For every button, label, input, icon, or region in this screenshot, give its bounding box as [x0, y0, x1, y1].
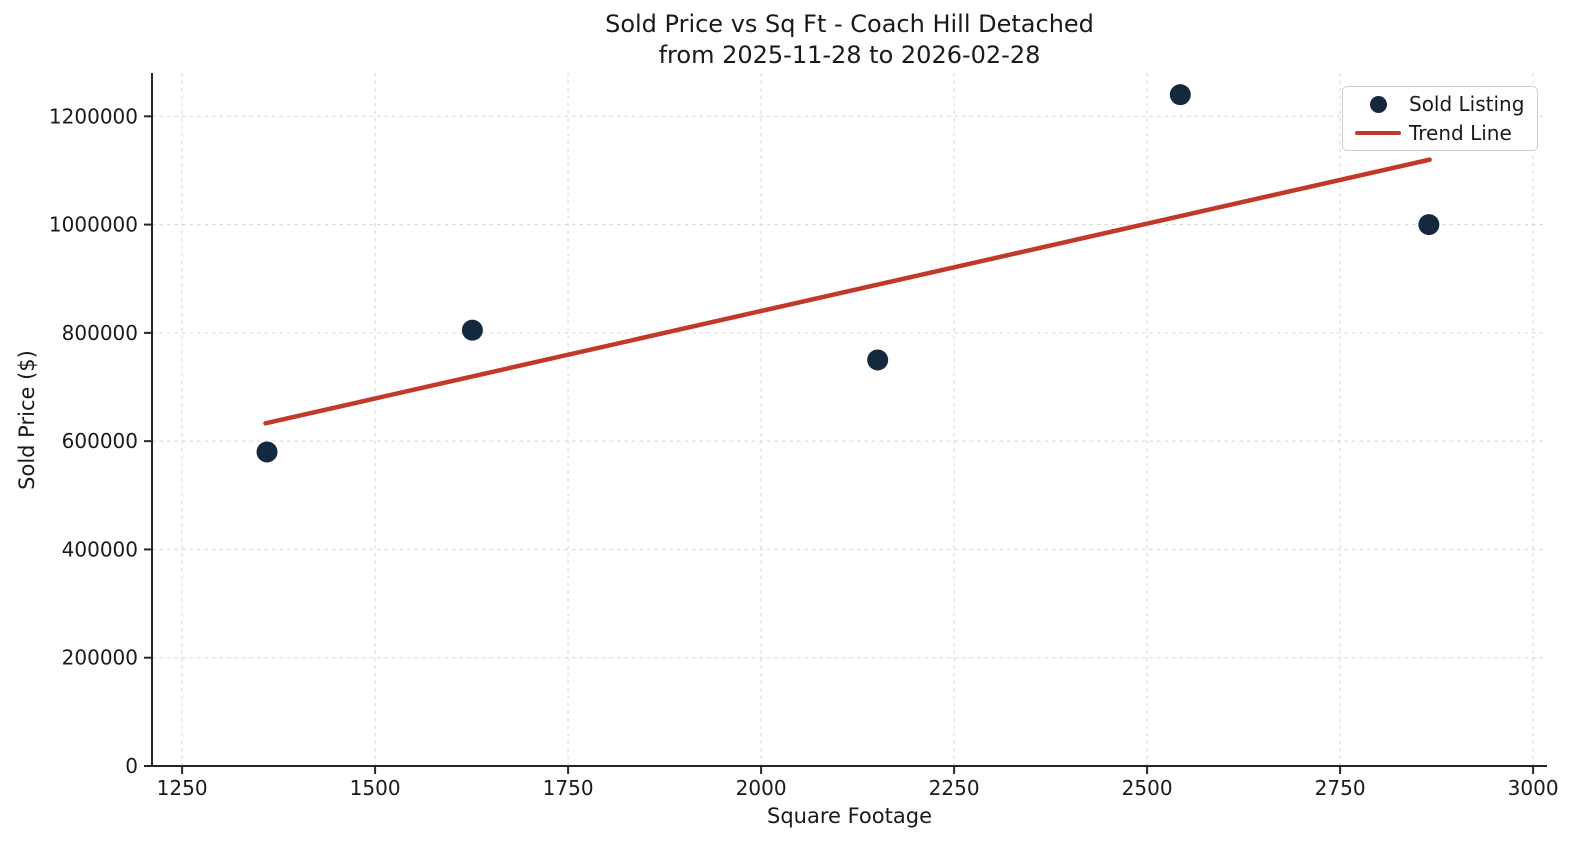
legend-item-sold-listing: Sold Listing: [1355, 92, 1527, 116]
x-tick-label: 2250: [929, 776, 980, 800]
legend-label-trend-line: Trend Line: [1409, 121, 1512, 145]
data-point: [461, 319, 483, 341]
y-tick-label: 200000: [62, 646, 138, 670]
legend-swatch-area: [1355, 95, 1401, 113]
legend: Sold Listing Trend Line: [1342, 86, 1538, 151]
trend-line: [263, 157, 1432, 426]
x-tick-label: 3000: [1508, 776, 1559, 800]
y-tick-label: 800000: [62, 321, 138, 345]
trend-line-swatch-icon: [1355, 130, 1401, 136]
chart-title: Sold Price vs Sq Ft - Coach Hill Detache…: [152, 9, 1547, 71]
sold-listing-marker-icon: [1369, 95, 1387, 113]
y-axis-label: Sold Price ($): [15, 350, 39, 490]
x-axis-label: Square Footage: [767, 804, 932, 828]
y-tick-label: 0: [125, 754, 138, 778]
legend-label-sold-listing: Sold Listing: [1409, 92, 1525, 116]
y-tick-label: 600000: [62, 429, 138, 453]
x-tick-label: 1750: [543, 776, 594, 800]
y-tick-label: 1200000: [49, 104, 138, 128]
legend-item-trend-line: Trend Line: [1355, 121, 1527, 145]
chart-title-line2: from 2025-11-28 to 2026-02-28: [658, 41, 1041, 69]
data-point: [867, 349, 889, 371]
y-tick-label: 400000: [62, 537, 138, 561]
data-point: [1169, 84, 1191, 106]
y-tick-label: 1000000: [49, 213, 138, 237]
chart-title-line1: Sold Price vs Sq Ft - Coach Hill Detache…: [605, 10, 1094, 38]
x-tick-label: 1500: [350, 776, 401, 800]
x-tick-label: 2000: [736, 776, 787, 800]
data-point: [256, 441, 278, 463]
x-tick-label: 1250: [157, 776, 208, 800]
x-tick-label: 2750: [1315, 776, 1366, 800]
x-tick-label: 2500: [1122, 776, 1173, 800]
data-point: [1418, 214, 1440, 236]
